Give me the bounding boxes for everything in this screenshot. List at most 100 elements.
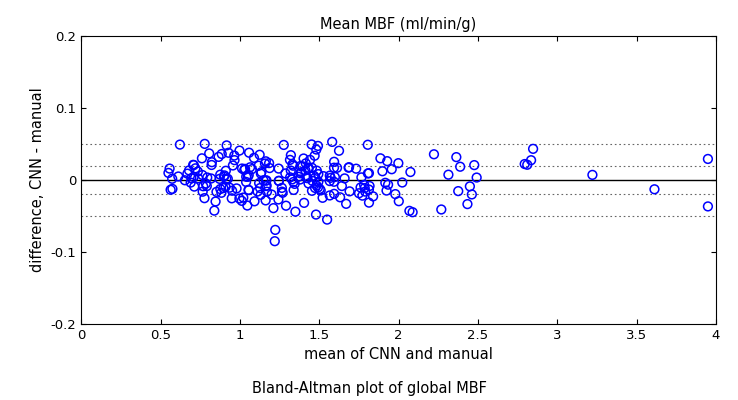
Point	[356, 192, 368, 199]
Point	[253, 180, 265, 186]
Point	[236, 165, 248, 172]
Point	[527, 146, 539, 152]
Point	[167, 186, 179, 192]
Point	[525, 157, 537, 164]
Point	[179, 177, 191, 184]
Point	[266, 191, 277, 198]
Point	[342, 164, 354, 171]
Point	[201, 174, 213, 181]
Point	[243, 172, 255, 178]
Point	[280, 170, 292, 177]
Point	[166, 176, 178, 182]
Point	[215, 190, 227, 196]
Point	[188, 162, 200, 168]
Point	[231, 185, 243, 192]
Point	[196, 155, 208, 162]
Point	[276, 185, 288, 191]
Point	[277, 190, 289, 196]
Point	[396, 179, 408, 186]
Point	[187, 162, 199, 168]
Point	[223, 150, 235, 156]
Point	[260, 158, 272, 164]
Point	[390, 191, 401, 197]
Point	[255, 192, 266, 198]
Point	[260, 197, 272, 204]
Point	[220, 184, 232, 190]
Point	[288, 187, 300, 193]
Point	[214, 176, 226, 182]
Point	[229, 157, 241, 163]
Point	[382, 182, 394, 188]
Point	[359, 188, 371, 195]
Point	[206, 162, 218, 168]
Point	[304, 157, 316, 163]
Point	[164, 165, 176, 172]
Point	[314, 186, 325, 192]
Point	[289, 181, 300, 187]
Point	[294, 176, 306, 183]
Point	[308, 152, 320, 159]
Point	[519, 161, 531, 167]
Point	[435, 206, 447, 213]
Point	[241, 174, 252, 180]
Point	[294, 163, 306, 169]
Point	[182, 170, 193, 177]
Point	[303, 164, 314, 171]
Point	[328, 164, 340, 171]
Point	[587, 172, 599, 178]
Point	[220, 168, 232, 174]
Y-axis label: difference, CNN - manual: difference, CNN - manual	[30, 88, 45, 272]
Point	[238, 167, 250, 173]
Point	[379, 180, 391, 186]
Point	[190, 165, 201, 172]
Point	[261, 177, 272, 184]
Point	[300, 160, 311, 166]
Point	[312, 171, 324, 177]
Point	[196, 172, 208, 178]
Point	[203, 150, 215, 157]
Point	[356, 174, 368, 180]
Point	[328, 158, 340, 165]
Point	[193, 175, 204, 182]
Point	[301, 175, 313, 181]
Point	[200, 180, 212, 187]
Point	[227, 188, 238, 194]
Point	[280, 202, 292, 209]
Point	[321, 216, 333, 223]
Point	[287, 162, 299, 169]
Point	[312, 184, 324, 191]
Point	[450, 154, 462, 160]
Point	[285, 167, 297, 174]
Point	[306, 164, 318, 171]
Point	[238, 194, 249, 201]
Point	[187, 174, 199, 180]
Point	[331, 164, 343, 171]
Point	[702, 156, 714, 162]
Point	[199, 141, 210, 147]
Point	[289, 208, 301, 215]
Point	[311, 168, 323, 174]
Point	[334, 194, 346, 200]
Point	[298, 200, 310, 206]
Point	[260, 183, 272, 189]
Point	[309, 174, 321, 181]
Point	[255, 169, 267, 175]
Point	[210, 189, 222, 195]
Point	[199, 195, 210, 201]
Point	[324, 192, 336, 199]
Title: Mean MBF (ml/min/g): Mean MBF (ml/min/g)	[320, 17, 477, 32]
Point	[227, 162, 239, 169]
Point	[455, 164, 466, 170]
Point	[206, 159, 218, 166]
Point	[273, 178, 285, 184]
Point	[218, 174, 230, 180]
Point	[288, 179, 300, 185]
Point	[393, 198, 404, 204]
Point	[471, 174, 483, 181]
Point	[333, 148, 345, 154]
Point	[376, 168, 388, 174]
Point	[215, 151, 227, 157]
Point	[218, 185, 230, 191]
Point	[306, 188, 318, 194]
Point	[386, 166, 398, 172]
